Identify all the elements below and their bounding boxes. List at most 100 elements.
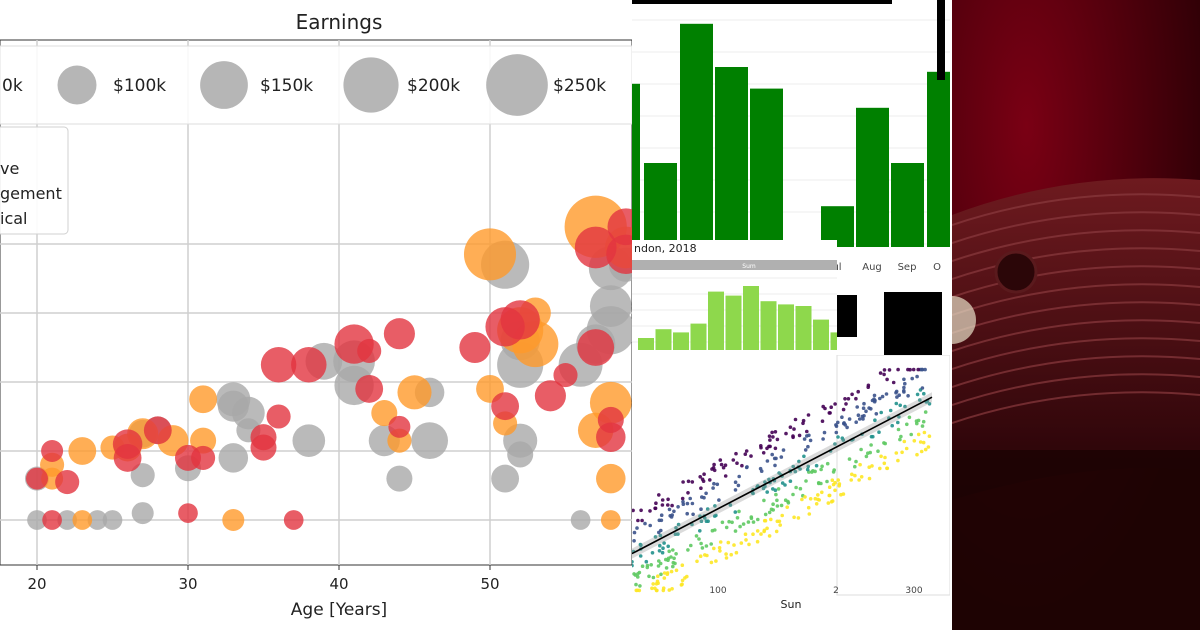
scatter-point [653,506,657,511]
scatter-point [844,402,848,406]
scatter-point [733,480,738,484]
scatter-point [699,519,704,523]
scatter-point [856,389,860,394]
scatter-point [905,422,909,427]
scatter-point [734,550,739,555]
scatter-point [751,520,756,524]
scatter-point [916,367,920,372]
scatter-point [737,509,741,514]
trend-line [632,396,933,555]
bubble-red [260,347,297,383]
scatter-point [664,566,669,570]
scatter-point [896,367,900,372]
scatter-point [657,559,661,563]
scatter-point [832,468,836,472]
scatter-point [768,444,772,449]
scatter-point [743,452,748,456]
scatter-point [763,512,768,517]
scatter-point [749,516,754,521]
scatter-point [791,492,795,497]
scatter-point [781,448,786,452]
scatter-point [854,396,858,401]
scatter-point [894,401,899,406]
scatter-svg: 100 2 300 Sun [632,355,950,630]
scatter-point [667,588,672,592]
scatter-point [792,427,796,431]
scatter-point [756,517,760,522]
scatter-point [681,480,685,484]
projector-ridge [952,391,1200,424]
scatter-point [680,578,685,583]
x-tick-label: 40 [329,575,348,593]
scatter-point [890,423,894,428]
category-legend: ve gement ical [0,126,69,235]
projector-ridge [952,301,1200,334]
projector-dial [994,250,1038,294]
scatter-point [758,466,763,471]
scatter-point [776,487,781,491]
scatter-point [927,402,932,406]
scatter-point [667,507,672,512]
scatter-point [724,525,729,530]
scatter-point [814,463,819,468]
scatter-point [665,571,670,575]
scatter-point [856,413,861,417]
scatter-point [921,419,926,424]
bubble-red [42,510,62,530]
scatter-point [911,367,916,372]
bubble-red [250,424,277,451]
facet-strip-label: Sum [742,263,756,270]
scatter-point [680,563,685,567]
scatter-point [800,497,804,502]
scatter-point [669,555,673,559]
scatter-point [798,486,803,491]
light-green-bar-chart: ndon, 2018 Sum [632,240,837,358]
scatter-point [773,463,777,468]
scatter-point [690,480,695,484]
scatter-point [888,408,893,413]
bar [708,291,724,350]
scatter-point [660,550,665,555]
scatter-point [774,529,779,534]
x-tick-label: 50 [480,575,499,593]
bubble-gray [27,510,47,530]
projector-ridge [952,211,1200,244]
scatter-point [894,451,899,455]
scatter-point [803,448,808,452]
scatter-point [902,439,907,444]
scatter-point [691,512,695,517]
projector-lens-glow [952,296,976,344]
scatter-point [894,390,898,395]
scatter-point [644,559,649,564]
scatter-point [632,560,634,564]
scatter-point [648,509,652,513]
scatter-point [765,490,769,494]
scatter-point [840,415,844,419]
scatter-point [649,563,653,567]
scatter-point [762,498,766,503]
scatter-point [788,479,793,483]
scatter-point [686,548,690,552]
scatter-point [658,533,663,538]
scatter-point [699,507,703,511]
scatter-point [808,438,813,443]
scatter-point [840,436,845,440]
scatter-point [899,434,903,439]
scatter-point [771,487,775,491]
scatter-point [657,518,662,523]
scatter-point [676,522,681,527]
scatter-point [839,492,843,497]
scatter-point [857,417,862,421]
scatter-point [733,510,738,514]
scatter-point [827,411,832,415]
scatter-point [718,549,722,553]
scatter-point [919,449,924,454]
scatter-point [805,429,809,434]
projector-ridge [952,193,1200,226]
scatter-point [909,432,913,437]
scatter-point [898,403,902,408]
bubble-red [607,208,632,246]
scatter-point [796,516,801,520]
scatter-point [638,554,643,558]
scatter-point [700,546,705,550]
